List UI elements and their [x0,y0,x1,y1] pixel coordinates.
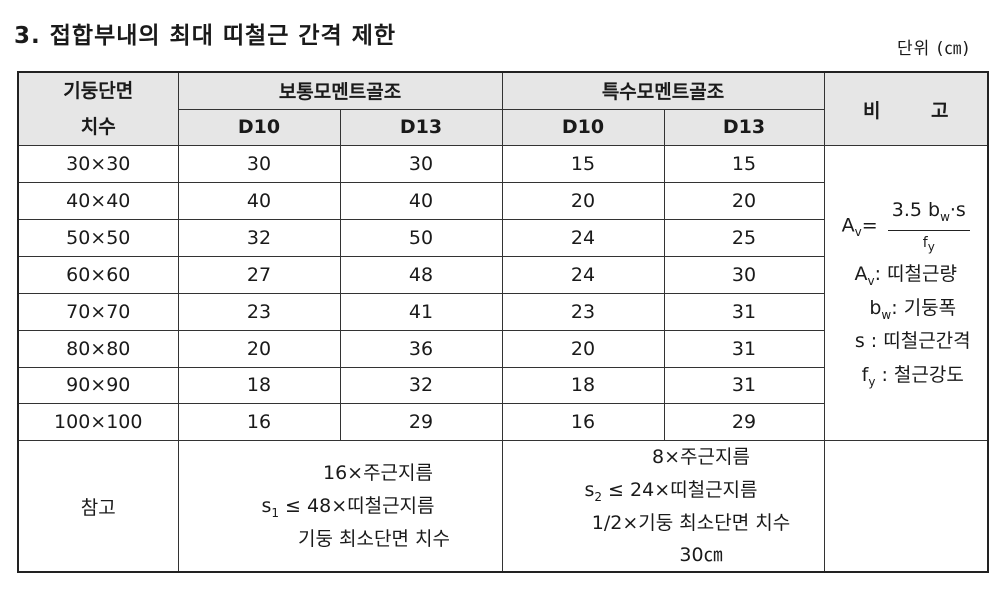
cell-ord-d10: 20 [177,329,341,368]
header-special-d10: D10 [501,108,665,147]
cell-ord-d13: 36 [339,329,503,368]
cell-size: 60×60 [17,255,179,294]
header-ordinary-frame: 보통모멘트골조 [177,71,503,110]
reference-row: 참고 16×주근지름 s1 ≤ 48×띠철근지름 기둥 최소단면 치수 8×주근… [17,440,988,573]
header-ordinary-d10: D10 [177,108,341,147]
cell-spc-d13: 29 [663,403,825,442]
cell-ord-d10: 23 [177,292,341,331]
definition-bw: bw: 기둥폭 [869,296,957,322]
cell-size: 80×80 [17,329,179,368]
cell-size: 30×30 [17,145,179,184]
definition-fy: fy : 철근강도 [861,363,964,389]
table-row: 30×30 30 30 15 15 Av= 3.5 bw·s fy Av: 띠철… [17,145,989,442]
cell-spc-d10: 24 [501,255,665,294]
cell-size: 50×50 [17,218,179,257]
table-row: 50×50 32 50 24 25 [17,218,988,257]
table-row: 60×60 27 48 24 30 [17,255,988,294]
header-ordinary-d13: D13 [339,108,503,147]
cell-spc-d10: 24 [501,218,665,257]
cell-ord-d13: 29 [339,403,503,442]
cell-ord-d13: 48 [339,255,503,294]
cell-spc-d13: 31 [663,292,825,331]
table-row: 80×80 20 36 20 31 [17,329,988,368]
cell-ord-d13: 41 [339,292,503,331]
table-row: 40×40 40 40 20 20 [17,182,988,220]
cell-spc-d13: 30 [663,255,825,294]
cell-ord-d13: 40 [339,182,503,220]
cell-spc-d13: 15 [663,145,825,184]
cell-spc-d10: 20 [501,182,665,220]
cell-size: 100×100 [17,403,179,442]
cell-spc-d13: 31 [663,366,825,405]
cell-spc-d13: 20 [663,182,825,220]
formula: Av= 3.5 bw·s fy [825,194,988,258]
cell-ord-d10: 30 [177,145,341,184]
table-row: 100×100 16 29 16 29 [17,403,988,442]
remarks-cell: Av= 3.5 bw·s fy Av: 띠철근량 bw: 기둥폭 s : 띠철근… [823,145,989,442]
reference-ordinary: 16×주근지름 s1 ≤ 48×띠철근지름 기둥 최소단면 치수 [177,440,503,573]
page-title: 3. 접합부내의 최대 띠철근 간격 제한 [14,23,397,49]
cell-ord-d13: 32 [339,366,503,405]
cell-ord-d10: 16 [177,403,341,442]
cell-spc-d10: 23 [501,292,665,331]
unit-label: 단위 (㎝) [897,39,970,59]
spacing-table: 기둥단면 치수 보통모멘트골조 특수모멘트골조 비 고 D10 D13 D10 … [17,71,989,574]
cell-spc-d10: 15 [501,145,665,184]
cell-spc-d10: 20 [501,329,665,368]
cell-ord-d10: 40 [177,182,341,220]
cell-size: 70×70 [17,292,179,331]
header-column-size: 기둥단면 치수 [17,71,179,147]
cell-ord-d10: 32 [177,218,341,257]
reference-label: 참고 [17,440,179,573]
definition-av: Av: 띠철근량 [854,262,957,288]
header-remarks: 비 고 [823,71,989,147]
header-special-d13: D13 [663,108,825,147]
cell-ord-d13: 50 [339,218,503,257]
definition-s: s : 띠철근간격 [854,330,971,353]
cell-size: 40×40 [17,182,179,220]
cell-ord-d13: 30 [339,145,503,184]
cell-ord-d10: 27 [177,255,341,294]
cell-size: 90×90 [17,366,179,405]
table-row: 70×70 23 41 23 31 [17,292,988,331]
cell-spc-d10: 16 [501,403,665,442]
cell-spc-d13: 31 [663,329,825,368]
table-row: 90×90 18 32 18 31 [17,366,988,405]
reference-special: 8×주근지름 s2 ≤ 24×띠철근지름 1/2×기둥 최소단면 치수 30㎝ [501,440,825,573]
cell-spc-d10: 18 [501,366,665,405]
cell-ord-d10: 18 [177,366,341,405]
cell-spc-d13: 25 [663,218,825,257]
header-special-frame: 특수모멘트골조 [501,71,825,110]
formula-fraction: 3.5 bw·s fy [887,194,970,258]
